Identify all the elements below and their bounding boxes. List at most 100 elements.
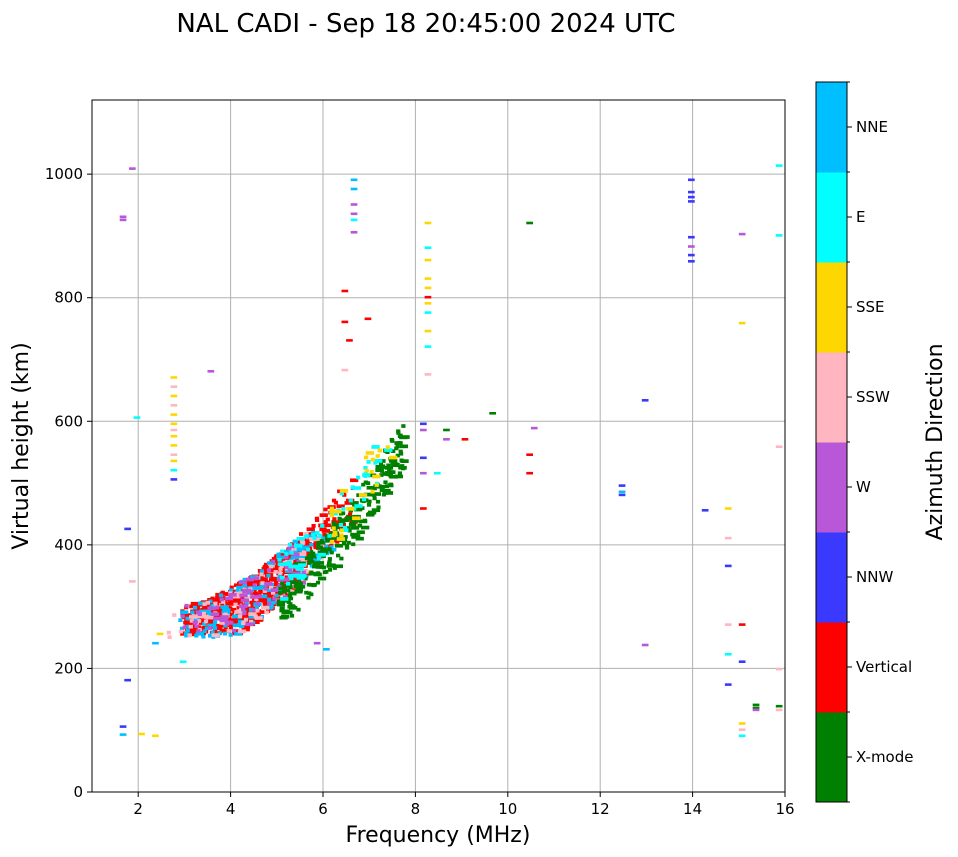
data-point-e — [352, 486, 362, 490]
data-point-x-mode — [291, 580, 296, 584]
data-point-w — [119, 215, 127, 219]
data-point-vertical — [341, 289, 349, 293]
data-point-vertical — [189, 604, 194, 609]
data-point-nne — [233, 614, 242, 619]
data-point-x-mode — [298, 588, 304, 592]
data-point-nne — [350, 187, 358, 191]
data-point-x-mode — [322, 570, 328, 575]
data-point-w — [197, 612, 202, 617]
data-point-vertical — [332, 517, 337, 521]
y-tick-label: 600 — [54, 412, 83, 430]
data-point-vertical — [292, 569, 297, 574]
data-point-e — [738, 734, 746, 738]
data-point-ssw — [302, 550, 307, 555]
data-point-ssw — [172, 613, 177, 617]
data-point-vertical — [257, 598, 262, 602]
data-point-e — [133, 416, 141, 419]
data-point-vertical — [420, 507, 427, 510]
data-point-x-mode — [276, 602, 286, 607]
data-point-sse — [374, 483, 379, 487]
data-point-x-mode — [327, 557, 332, 561]
data-point-ssw — [226, 629, 231, 633]
data-point-nne — [190, 610, 195, 615]
data-point-vertical — [305, 539, 310, 543]
data-point-e — [287, 573, 296, 578]
data-point-w — [688, 245, 695, 248]
data-point-ssw — [189, 619, 194, 623]
data-point-x-mode — [366, 481, 371, 485]
data-point-sse — [424, 277, 432, 280]
data-point-ssw — [234, 610, 243, 614]
data-point-x-mode — [399, 451, 404, 456]
data-point-vertical — [306, 527, 315, 532]
data-point-nne — [324, 544, 329, 549]
data-point-w — [195, 610, 200, 614]
data-point-ssw — [202, 602, 207, 606]
data-point-x-mode — [347, 528, 352, 533]
colorbar-label-ssw: SSW — [856, 388, 890, 406]
data-point-vertical — [229, 585, 234, 590]
data-point-ssw — [299, 539, 305, 543]
data-point-vertical — [526, 453, 533, 456]
data-point-x-mode — [290, 604, 295, 608]
data-point-vertical — [424, 295, 432, 299]
data-point-ssw — [237, 629, 247, 634]
data-point-e — [354, 504, 363, 508]
data-point-sse — [329, 509, 334, 514]
data-marks — [119, 164, 783, 738]
data-point-sse — [369, 470, 374, 474]
data-point-ssw — [233, 602, 238, 607]
data-point-vertical — [346, 339, 353, 342]
data-point-x-mode — [328, 531, 334, 536]
data-point-x-mode — [443, 428, 450, 432]
data-point-x-mode — [276, 599, 286, 603]
data-point-vertical — [290, 561, 295, 566]
x-axis-label: Frequency (MHz) — [346, 823, 531, 848]
data-point-x-mode — [389, 474, 398, 479]
data-point-nne — [220, 605, 229, 609]
colorbar-label-x-mode: X-mode — [856, 748, 913, 766]
data-point-w — [224, 596, 233, 601]
data-point-vertical — [199, 616, 204, 621]
data-point-w — [284, 555, 289, 559]
data-point-sse — [152, 734, 159, 738]
data-point-nne — [198, 601, 203, 606]
data-point-e — [363, 474, 368, 478]
data-point-vertical — [251, 620, 260, 624]
grid — [92, 100, 786, 793]
data-point-vertical — [333, 500, 338, 505]
data-point-x-mode — [381, 492, 386, 497]
data-point-x-mode — [350, 526, 360, 530]
data-point-vertical — [526, 471, 533, 475]
data-point-e — [289, 550, 294, 555]
data-point-vertical — [256, 611, 262, 616]
data-point-x-mode — [381, 464, 386, 469]
data-point-nne — [276, 555, 285, 560]
data-point-nne — [255, 586, 264, 590]
data-point-vertical — [323, 520, 328, 524]
data-point-x-mode — [394, 462, 399, 467]
data-point-nne — [185, 624, 190, 629]
data-point-nne — [266, 573, 271, 578]
data-point-x-mode — [401, 424, 406, 428]
data-point-vertical — [215, 592, 220, 597]
data-point-w — [238, 580, 247, 585]
data-point-e — [286, 581, 291, 586]
data-point-e — [320, 524, 325, 528]
data-point-vertical — [185, 621, 194, 625]
data-point-sse — [372, 474, 381, 479]
data-point-x-mode — [282, 589, 287, 594]
data-point-vertical — [261, 598, 270, 603]
y-tick-label: 0 — [73, 783, 83, 801]
data-point-vertical — [183, 613, 192, 617]
data-point-x-mode — [306, 595, 311, 600]
colorbar-swatch-ssw — [816, 352, 847, 443]
data-point-nne — [269, 602, 274, 607]
data-point-x-mode — [345, 545, 350, 550]
data-point-w — [196, 629, 201, 633]
data-point-x-mode — [394, 446, 399, 451]
data-point-nne — [283, 549, 292, 554]
data-point-vertical — [215, 614, 220, 619]
data-point-nnw — [688, 253, 695, 257]
data-point-nne — [239, 624, 244, 629]
